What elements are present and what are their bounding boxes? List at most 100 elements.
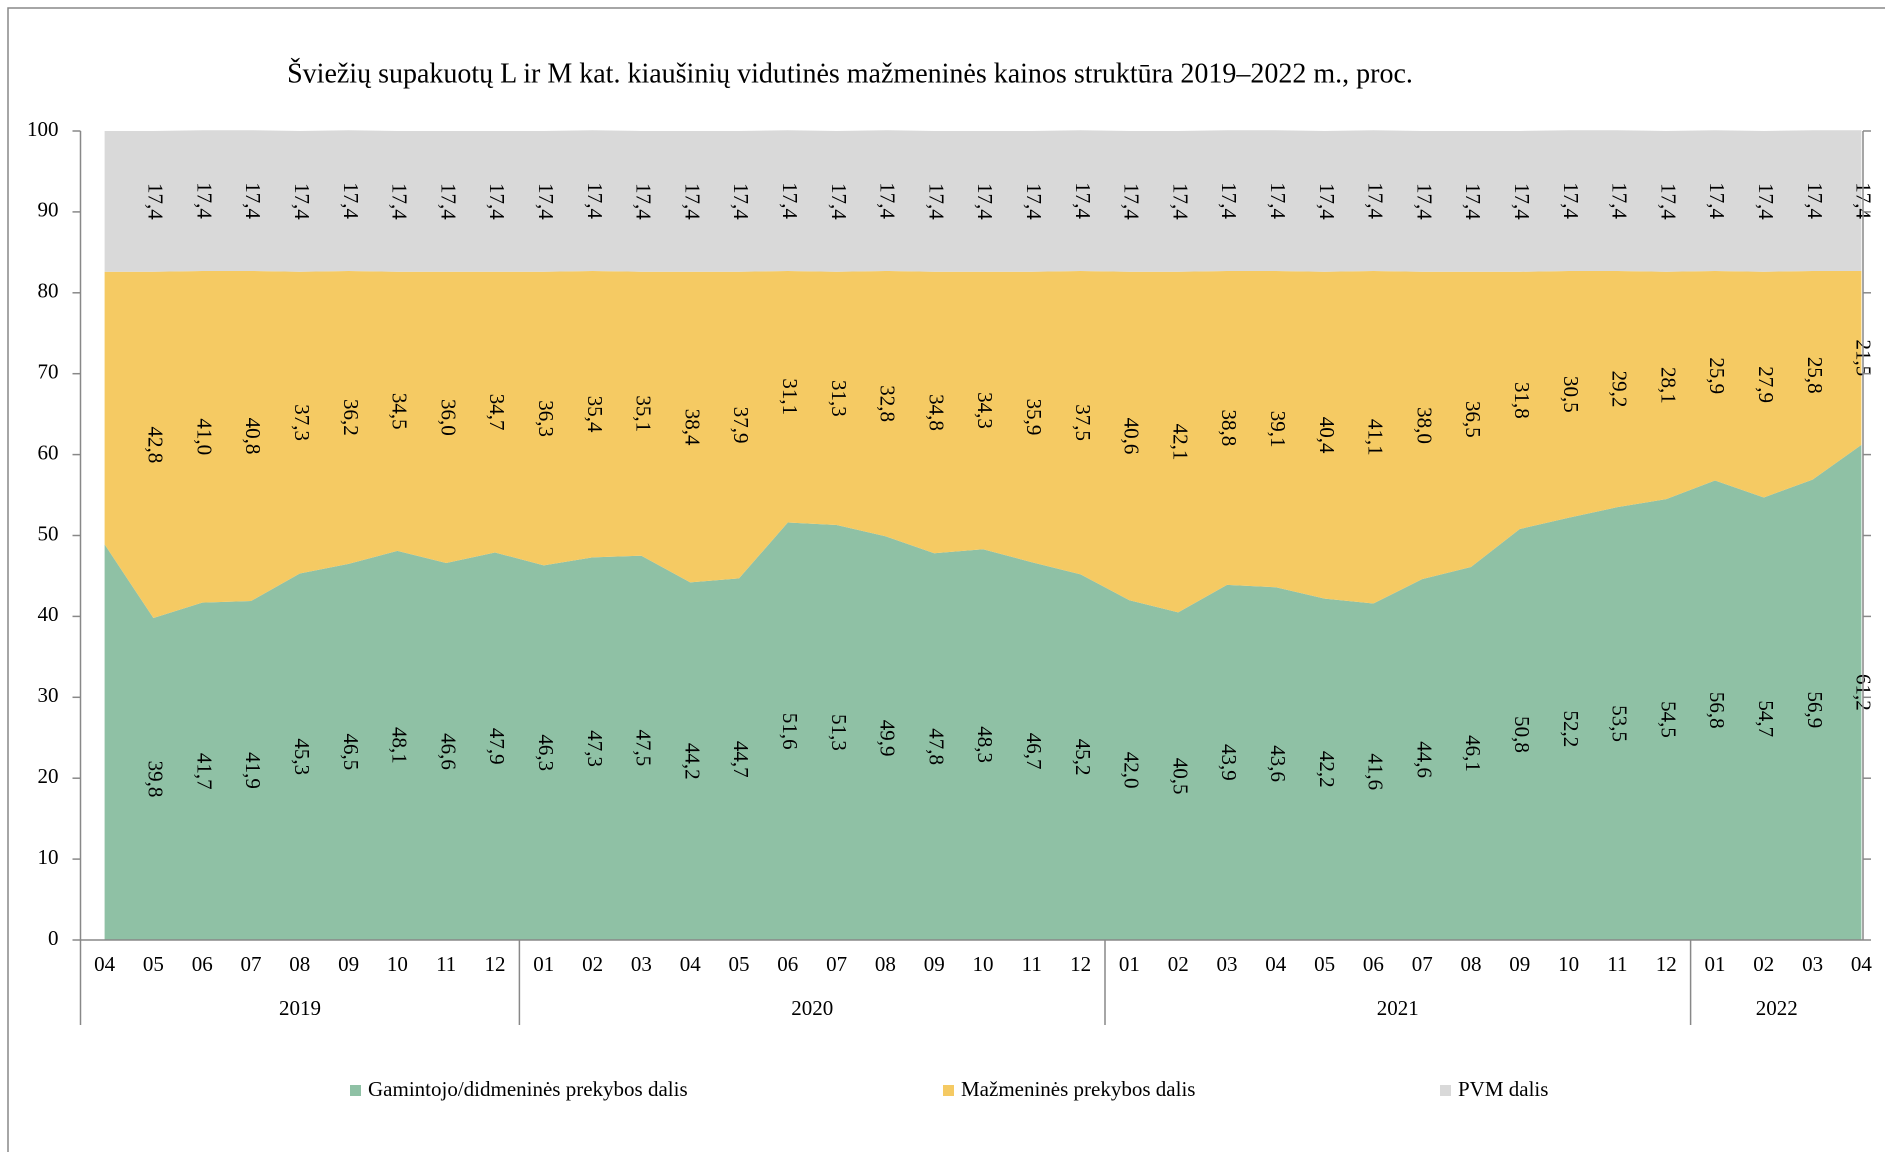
group-label: 2021 [1377,996,1419,1020]
x-tick-label: 12 [1656,952,1677,976]
y-tick-label: 10 [38,845,59,869]
data-label: 17,4 [1022,183,1046,220]
area [104,130,1862,272]
data-label: 36,2 [339,399,363,436]
x-tick-label: 11 [1607,952,1627,976]
area [104,270,1862,619]
x-tick-label: 08 [289,952,310,976]
x-tick-label: 06 [1363,952,1384,976]
data-label: 17,4 [436,183,460,220]
data-label: 17,4 [729,183,753,220]
data-label: 17,4 [1803,182,1827,219]
data-label: 17,4 [1510,183,1534,220]
x-tick-label: 11 [436,952,456,976]
data-label: 17,4 [1705,182,1729,219]
data-label: 45,2 [1071,739,1095,776]
data-label: 17,4 [1461,183,1485,220]
group-label: 2020 [791,996,833,1020]
data-label: 41,9 [241,752,265,789]
x-tick-label: 01 [1119,952,1140,976]
data-label: 51,6 [778,713,802,750]
x-tick-label: 09 [338,952,359,976]
x-tick-label: 06 [192,952,213,976]
data-label: 44,7 [729,741,753,778]
data-label: 17,4 [1120,183,1144,220]
data-label: 17,4 [583,182,607,219]
legend-swatch [943,1085,954,1096]
data-label: 31,8 [1510,382,1534,419]
data-label: 37,3 [290,404,314,441]
data-label: 56,8 [1705,692,1729,729]
x-tick-label: 12 [485,952,506,976]
x-tick-label: 07 [1412,952,1433,976]
y-tick-label: 70 [38,360,59,384]
data-label: 42,1 [1168,424,1192,461]
data-label: 37,5 [1071,404,1095,441]
data-label: 47,3 [583,730,607,767]
x-tick-label: 02 [1168,952,1189,976]
x-tick-label: 04 [94,952,116,976]
data-label: 17,4 [1656,183,1680,220]
data-label: 38,8 [1217,410,1241,447]
x-tick-label: 12 [1070,952,1091,976]
data-label: 56,9 [1803,691,1827,728]
data-label: 17,4 [339,182,363,219]
data-label: 17,4 [1315,183,1339,220]
data-label: 25,8 [1803,357,1827,394]
data-label: 17,4 [192,182,216,219]
x-tick-label: 03 [631,952,652,976]
data-label: 37,9 [729,407,753,444]
data-label: 36,3 [534,400,558,437]
y-tick-label: 90 [38,198,59,222]
x-tick-label: 09 [1509,952,1530,976]
data-label: 32,8 [876,385,900,422]
data-label: 30,5 [1559,376,1583,413]
data-label: 38,4 [680,409,704,446]
data-label: 28,1 [1656,367,1680,404]
data-label: 17,4 [632,183,656,220]
x-tick-label: 01 [533,952,554,976]
group-label: 2019 [279,996,321,1020]
data-label: 31,3 [827,380,851,417]
data-label: 17,4 [1071,182,1095,219]
area [104,444,1862,940]
data-label: 52,2 [1559,710,1583,747]
data-label: 43,6 [1266,745,1290,782]
data-label: 17,4 [1559,182,1583,219]
legend-label: Gamintojo/didmeninės prekybos dalis [368,1077,688,1101]
data-label: 35,9 [1022,399,1046,436]
x-tick-label: 08 [875,952,896,976]
y-tick-label: 100 [27,117,59,141]
legend-label: Mažmeninės prekybos dalis [961,1077,1195,1101]
x-tick-label: 02 [582,952,603,976]
y-tick-label: 60 [38,440,59,464]
data-label: 40,6 [1120,418,1144,455]
data-label: 40,8 [241,418,265,455]
y-tick-label: 80 [38,279,59,303]
chart-title: Šviežių supakuotų L ir M kat. kiaušinių … [287,58,1413,89]
data-label: 50,8 [1510,716,1534,753]
data-label: 34,3 [973,392,997,429]
data-label: 42,0 [1120,752,1144,789]
data-label: 39,8 [144,761,168,798]
x-tick-label: 03 [1217,952,1238,976]
data-label: 34,8 [924,394,948,431]
data-label: 34,7 [485,394,509,431]
data-label: 17,4 [924,183,948,220]
x-tick-label: 04 [680,952,702,976]
data-label: 17,4 [1168,183,1192,220]
data-label: 17,4 [485,183,509,220]
data-label: 35,4 [583,396,607,433]
x-tick-label: 10 [1558,952,1579,976]
y-tick-label: 50 [38,521,59,545]
data-label: 46,3 [534,734,558,771]
data-label: 17,4 [1364,182,1388,219]
data-label: 36,5 [1461,401,1485,438]
data-label: 38,0 [1412,407,1436,444]
data-label: 17,4 [290,183,314,220]
y-tick-label: 40 [38,602,59,626]
data-label: 46,6 [436,733,460,770]
x-tick-label: 08 [1461,952,1482,976]
data-label: 47,5 [632,729,656,766]
data-label: 44,2 [680,743,704,780]
